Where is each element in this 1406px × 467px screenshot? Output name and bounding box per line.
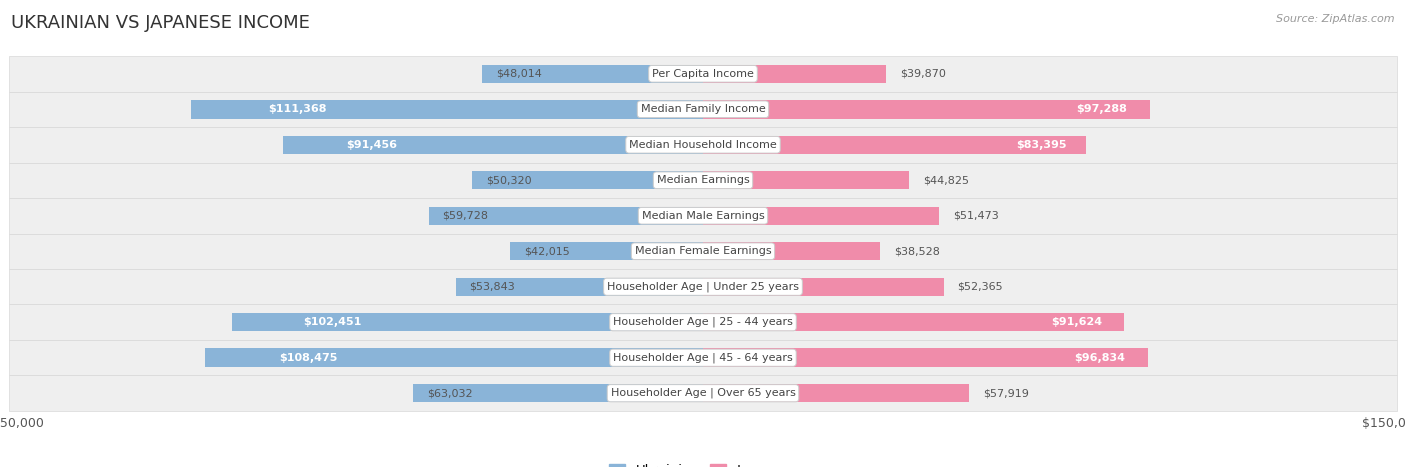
Bar — [703, 313, 1123, 332]
Text: $111,368: $111,368 — [269, 104, 326, 114]
Text: Householder Age | Under 25 years: Householder Age | Under 25 years — [607, 282, 799, 292]
Bar — [10, 92, 1396, 127]
Text: $44,825: $44,825 — [922, 175, 969, 185]
Bar — [283, 135, 703, 154]
Text: $51,473: $51,473 — [953, 211, 998, 221]
Bar — [472, 171, 703, 190]
Bar — [703, 348, 1147, 367]
Text: $63,032: $63,032 — [427, 388, 472, 398]
Text: $50,320: $50,320 — [485, 175, 531, 185]
Text: Householder Age | Over 65 years: Householder Age | Over 65 years — [610, 388, 796, 398]
Text: $97,288: $97,288 — [1077, 104, 1128, 114]
Bar — [703, 242, 880, 261]
Text: $91,456: $91,456 — [346, 140, 396, 150]
Bar — [10, 56, 1396, 92]
Bar — [703, 100, 1150, 119]
Bar — [232, 313, 703, 332]
Text: $57,919: $57,919 — [983, 388, 1029, 398]
Text: $83,395: $83,395 — [1017, 140, 1067, 150]
Text: Source: ZipAtlas.com: Source: ZipAtlas.com — [1277, 14, 1395, 24]
Text: $108,475: $108,475 — [280, 353, 337, 363]
Bar — [10, 198, 1396, 234]
Text: Householder Age | 25 - 44 years: Householder Age | 25 - 44 years — [613, 317, 793, 327]
Text: $91,624: $91,624 — [1052, 317, 1102, 327]
Text: UKRAINIAN VS JAPANESE INCOME: UKRAINIAN VS JAPANESE INCOME — [11, 14, 311, 32]
Text: $59,728: $59,728 — [443, 211, 488, 221]
Text: Householder Age | 45 - 64 years: Householder Age | 45 - 64 years — [613, 353, 793, 363]
Text: $53,843: $53,843 — [470, 282, 515, 292]
Bar — [510, 242, 703, 261]
Bar — [191, 100, 703, 119]
Text: Median Family Income: Median Family Income — [641, 104, 765, 114]
Bar — [703, 206, 939, 225]
Bar — [10, 340, 1396, 375]
Text: $48,014: $48,014 — [496, 69, 543, 79]
Bar — [703, 277, 943, 296]
Text: $52,365: $52,365 — [957, 282, 1002, 292]
Text: $96,834: $96,834 — [1074, 353, 1126, 363]
Bar — [482, 64, 703, 83]
Bar — [10, 304, 1396, 340]
Bar — [10, 375, 1396, 411]
Bar — [10, 163, 1396, 198]
Text: Median Female Earnings: Median Female Earnings — [634, 246, 772, 256]
Bar — [456, 277, 703, 296]
Text: Median Earnings: Median Earnings — [657, 175, 749, 185]
Bar — [10, 127, 1396, 163]
Bar — [10, 234, 1396, 269]
Text: $102,451: $102,451 — [304, 317, 361, 327]
Legend: Ukrainian, Japanese: Ukrainian, Japanese — [605, 459, 801, 467]
Text: Median Male Earnings: Median Male Earnings — [641, 211, 765, 221]
Bar — [703, 64, 886, 83]
Bar — [703, 171, 908, 190]
Bar — [703, 135, 1085, 154]
Bar — [10, 269, 1396, 304]
Bar — [429, 206, 703, 225]
Bar — [205, 348, 703, 367]
Text: Median Household Income: Median Household Income — [628, 140, 778, 150]
Bar — [703, 384, 969, 403]
Text: $38,528: $38,528 — [894, 246, 939, 256]
Bar — [413, 384, 703, 403]
Text: $39,870: $39,870 — [900, 69, 946, 79]
Text: $42,015: $42,015 — [524, 246, 569, 256]
Text: Per Capita Income: Per Capita Income — [652, 69, 754, 79]
